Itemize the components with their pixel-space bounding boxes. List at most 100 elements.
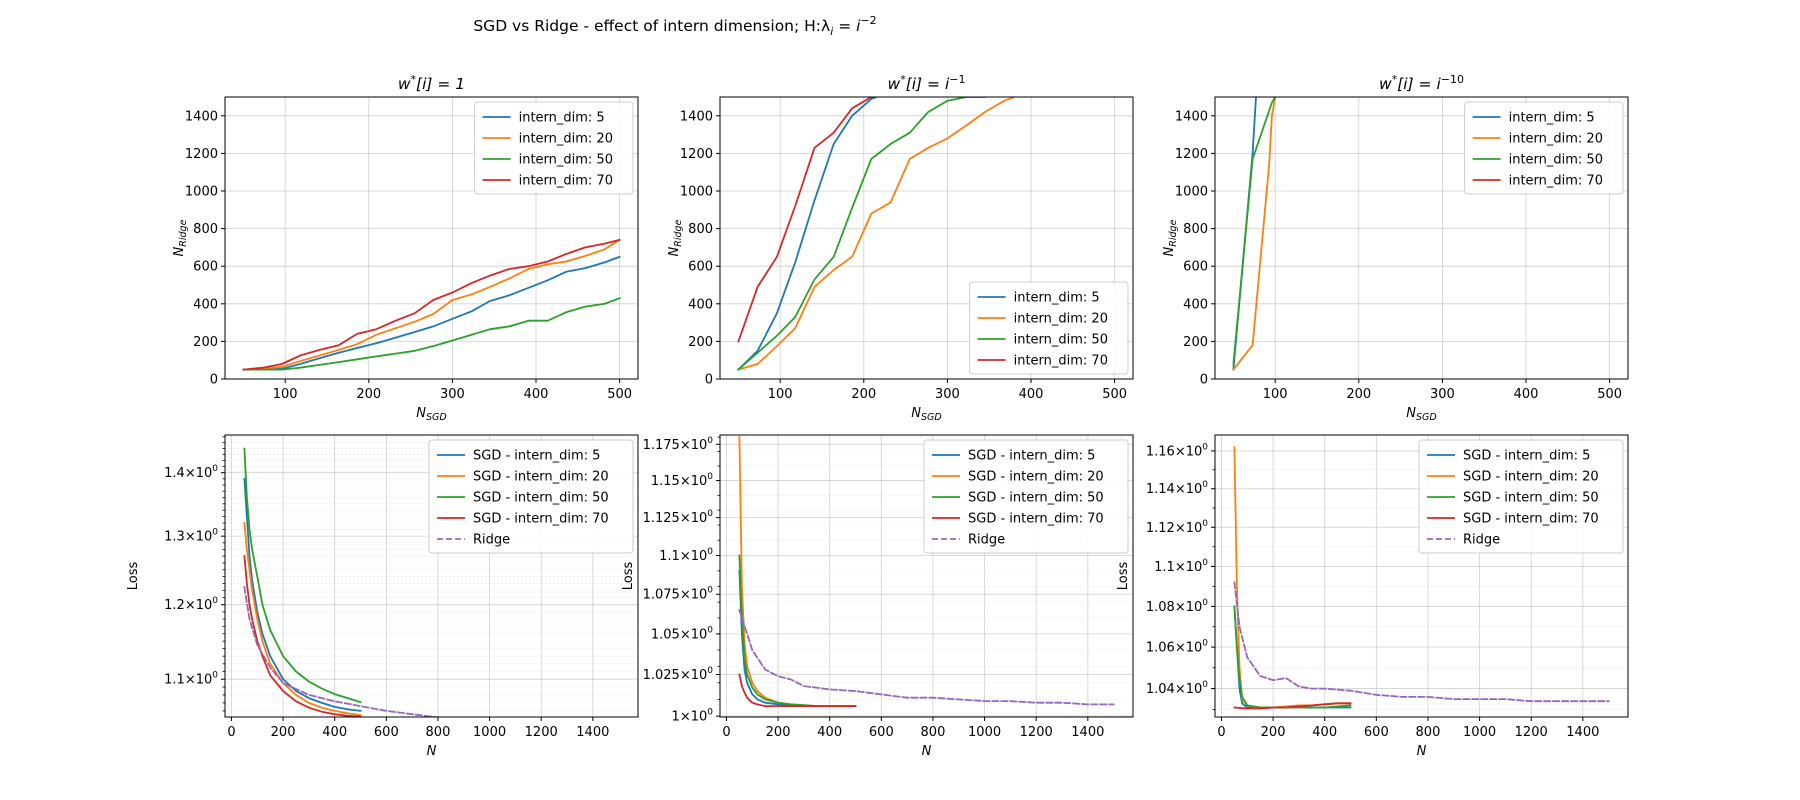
- x-tick-label: 1200: [1515, 725, 1548, 740]
- series-line-2: [242, 238, 621, 371]
- y-tick-label: 800: [1183, 222, 1208, 237]
- legend: intern_dim: 5 intern_dim: 20 intern_dim: 5…: [1464, 101, 1624, 195]
- series-group: [737, 97, 1016, 371]
- x-tick-label: 500: [1597, 387, 1622, 402]
- x-tick-label: 1200: [525, 725, 558, 740]
- x-tick-label: 1000: [473, 725, 506, 740]
- series-line-5: [243, 585, 444, 717]
- legend-label: SGD - intern_dim: 5: [473, 449, 600, 464]
- y-tick-label: 1.3×100: [164, 528, 218, 545]
- x-ticks: 0 200 400 600 800 1000 1200 1400: [1217, 717, 1599, 740]
- y-tick-label: 1400: [680, 109, 713, 124]
- x-tick-label: 1200: [1020, 725, 1053, 740]
- y-ticks: 1.04×100 1.06×100 1.08×100 1.1×100 1.12×100 1…: [1146, 442, 1215, 710]
- y-tick-label: 1.075×100: [643, 586, 714, 603]
- y-tick-label: 1.06×100: [1146, 639, 1208, 656]
- figure-suptitle: SGD vs Ridge - effect of intern dimensio…: [473, 14, 876, 38]
- axes-frame: [719, 96, 1134, 380]
- y-tick-label: 800: [688, 222, 713, 237]
- x-tick-label: 1000: [968, 725, 1001, 740]
- y-tick-label: 800: [193, 222, 218, 237]
- y-tick-label: 1400: [1175, 109, 1208, 124]
- legend-label: intern_dim: 20: [1509, 132, 1603, 147]
- legend-label: SGD - intern_dim: 50: [473, 491, 609, 506]
- y-tick-label: 1.2×100: [164, 596, 218, 613]
- x-tick-label: 800: [921, 725, 946, 740]
- legend-frame: [923, 439, 1129, 554]
- y-axis-label: NRidge: [667, 219, 684, 256]
- axes-frame: [224, 434, 639, 718]
- legend: SGD - intern_dim: 5 SGD - intern_dim: 20 S…: [923, 439, 1129, 554]
- y-tick-label: 1.175×100: [643, 436, 714, 453]
- x-tick-label: 600: [1364, 725, 1389, 740]
- series-line-1: [243, 477, 362, 712]
- x-tick-label: 200: [851, 387, 876, 402]
- legend-label: intern_dim: 20: [1014, 312, 1108, 327]
- series-line-5: [738, 608, 1115, 706]
- legend-frame: [1464, 101, 1624, 195]
- y-tick-label: 1400: [185, 109, 218, 124]
- legend: SGD - intern_dim: 5 SGD - intern_dim: 20 S…: [1418, 439, 1624, 554]
- y-tick-label: 1.15×100: [651, 472, 713, 489]
- y-tick-label: 200: [688, 335, 713, 350]
- x-tick-label: 300: [440, 387, 465, 402]
- series-line-3: [1232, 97, 1277, 365]
- legend-label: intern_dim: 20: [519, 132, 613, 147]
- series-group: [1232, 97, 1277, 371]
- x-tick-label: 0: [1217, 725, 1225, 740]
- legend-label: intern_dim: 70: [1014, 354, 1108, 369]
- axes-frame: [1214, 96, 1629, 380]
- x-tick-label: 1000: [1463, 725, 1496, 740]
- series-line-2: [737, 97, 1016, 371]
- y-tick-label: 1000: [1175, 185, 1208, 200]
- y-tick-label: 1200: [185, 147, 218, 162]
- legend-label: Ridge: [473, 533, 510, 548]
- legend-label: SGD - intern_dim: 70: [1463, 512, 1599, 527]
- y-ticks: 1.1×100 1.2×100 1.3×100 1.4×100: [164, 436, 225, 712]
- series-line-4: [242, 238, 621, 371]
- series-line-2: [1232, 97, 1277, 371]
- x-tick-label: 400: [1312, 725, 1337, 740]
- legend-label: intern_dim: 5: [1509, 111, 1595, 126]
- subplot-grid: 100 200 300 400 500 0 200 400 600 800 1000 1200 1400…: [126, 73, 1629, 759]
- x-ticks: 100 200 300 400 500: [273, 379, 632, 402]
- y-tick-label: 0: [1200, 373, 1208, 388]
- legend-label: SGD - intern_dim: 50: [968, 491, 1104, 506]
- x-axis-label: NSGD: [911, 406, 941, 423]
- legend-label: SGD - intern_dim: 70: [968, 512, 1104, 527]
- y-axis-label: Loss: [126, 562, 141, 591]
- x-tick-label: 200: [271, 725, 296, 740]
- legend-label: SGD - intern_dim: 20: [968, 470, 1104, 485]
- legend-label: SGD - intern_dim: 5: [1463, 449, 1590, 464]
- legend-label: SGD - intern_dim: 5: [968, 449, 1095, 464]
- y-tick-label: 1.04×100: [1146, 680, 1208, 697]
- x-tick-label: 300: [1430, 387, 1455, 402]
- x-tick-label: 600: [869, 725, 894, 740]
- y-axis-label: NRidge: [1162, 219, 1179, 256]
- legend-frame: [474, 101, 634, 195]
- y-tick-label: 400: [688, 297, 713, 312]
- legend-frame: [428, 439, 634, 554]
- series-line-5: [1233, 581, 1610, 703]
- series-line-4: [243, 555, 362, 717]
- y-tick-label: 1.14×100: [1146, 480, 1208, 497]
- x-ticks: 100 200 300 400 500: [768, 379, 1127, 402]
- y-tick-label: 1000: [185, 185, 218, 200]
- y-tick-label: 1.1×100: [1154, 558, 1208, 575]
- x-tick-label: 1400: [576, 725, 609, 740]
- x-tick-label: 800: [426, 725, 451, 740]
- series-line-3: [243, 447, 362, 704]
- axes-frame: [1214, 434, 1629, 718]
- x-ticks: 100 200 300 400 500: [1263, 379, 1622, 402]
- series-line-1: [737, 97, 878, 371]
- legend-label: intern_dim: 50: [1509, 153, 1603, 168]
- series-line-4: [737, 97, 873, 343]
- x-ticks: 0 200 400 600 800 1000 1200 1400: [227, 717, 609, 740]
- subplot-5: 0 200 400 600 800 1000 1200 14001×1001.025×1001…: [621, 434, 1134, 759]
- x-tick-label: 200: [1346, 387, 1371, 402]
- axes-frame: [224, 96, 639, 380]
- subplot-1: 100 200 300 400 500 0 200 400 600 800 1000 1200 1400…: [172, 73, 639, 423]
- legend-label: Ridge: [1463, 533, 1500, 548]
- x-tick-label: 500: [607, 387, 632, 402]
